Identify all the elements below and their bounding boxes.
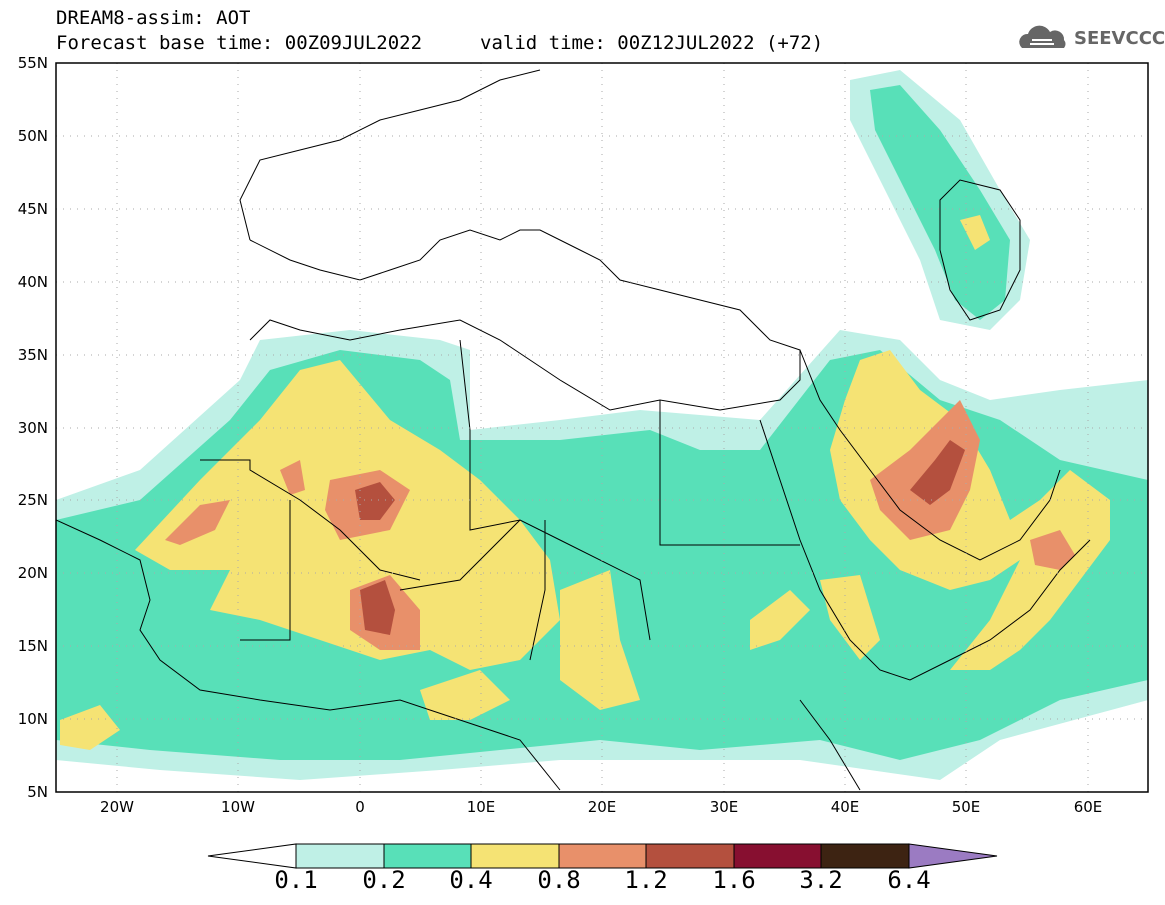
lat-label: 35N <box>18 346 48 364</box>
forecast-base-time: Forecast base time: 00Z09JUL2022 <box>56 32 423 54</box>
colorbar-label: 3.2 <box>799 866 843 894</box>
lon-label: 0 <box>355 798 365 816</box>
colorbar-swatch <box>470 843 560 869</box>
colorbar <box>207 843 998 869</box>
valid-time: valid time: 00Z12JUL2022 (+72) <box>480 32 824 54</box>
coastlines <box>56 69 1091 791</box>
lon-label: 40E <box>831 798 860 816</box>
lat-axis: 55N 50N 45N 40N 35N 30N 25N 20N 15N 10N … <box>18 54 48 801</box>
lon-label: 20W <box>100 798 134 816</box>
colorbar-label: 1.6 <box>712 866 756 894</box>
lat-label: 50N <box>18 127 48 145</box>
colorbar-swatch <box>295 843 385 869</box>
colorbar-label: 0.8 <box>537 866 581 894</box>
lon-label: 10W <box>221 798 255 816</box>
lat-label: 30N <box>18 419 48 437</box>
lat-label: 5N <box>27 783 48 801</box>
colorbar-swatch <box>645 843 735 869</box>
lon-label: 20E <box>588 798 617 816</box>
map-title: DREAM8-assim: AOT <box>56 7 251 29</box>
gridlines <box>56 63 1148 792</box>
cloud-icon <box>1019 25 1066 48</box>
lat-label: 20N <box>18 564 48 582</box>
lat-label: 40N <box>18 273 48 291</box>
map-frame <box>55 62 1149 793</box>
lat-label: 10N <box>18 710 48 728</box>
colorbar-high-arrow <box>908 843 998 869</box>
colorbar-label: 0.2 <box>362 866 406 894</box>
colorbar-swatch <box>733 843 822 869</box>
lat-label: 55N <box>18 54 48 72</box>
lat-label: 25N <box>18 491 48 509</box>
lat-label: 15N <box>18 637 48 655</box>
colorbar-swatch <box>820 843 910 869</box>
aot-field <box>56 70 1148 780</box>
lon-label: 10E <box>467 798 496 816</box>
colorbar-label: 0.1 <box>274 866 318 894</box>
colorbar-low-arrow <box>207 843 297 869</box>
logo-text: SEEVCCC <box>1074 28 1165 49</box>
lon-label: 50E <box>952 798 981 816</box>
lon-label: 30E <box>710 798 739 816</box>
colorbar-label: 1.2 <box>624 866 668 894</box>
colorbar-swatch <box>383 843 472 869</box>
lat-label: 45N <box>18 200 48 218</box>
colorbar-swatch <box>558 843 647 869</box>
lon-label: 60E <box>1074 798 1103 816</box>
lon-axis: 20W 10W 0 10E 20E 30E 40E 50E 60E <box>100 798 1102 816</box>
colorbar-label: 6.4 <box>887 866 931 894</box>
colorbar-label: 0.4 <box>449 866 493 894</box>
